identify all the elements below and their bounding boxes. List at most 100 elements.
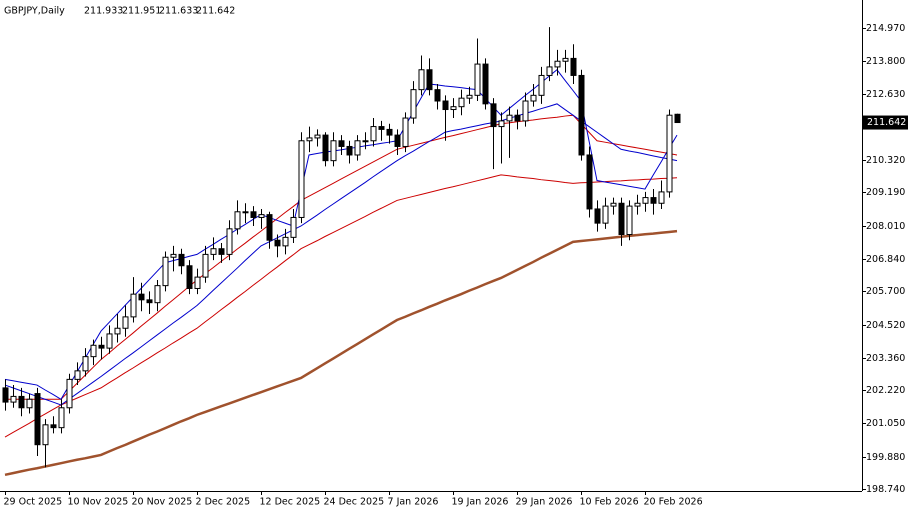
candle-body xyxy=(498,120,505,128)
candle-body xyxy=(442,100,449,111)
candle-body xyxy=(266,214,273,241)
candle-body xyxy=(466,94,473,99)
candle-body xyxy=(162,256,169,287)
candle-body xyxy=(410,89,417,119)
x-tick-label: 10 Feb 2026 xyxy=(580,497,639,508)
y-tick-label: 205.700 xyxy=(866,286,905,297)
candle-body xyxy=(362,140,369,143)
candle-body xyxy=(626,205,633,236)
candle-body xyxy=(634,202,641,207)
candle-body xyxy=(330,140,337,162)
y-tick-label: 201.050 xyxy=(866,418,905,429)
candle-body xyxy=(130,293,137,318)
candle-body xyxy=(522,100,529,122)
candle-body xyxy=(538,74,545,96)
candle-body xyxy=(218,248,225,255)
x-tick-label: 12 Dec 2025 xyxy=(260,497,321,508)
candle-body xyxy=(586,154,593,210)
candle-body xyxy=(202,253,209,278)
candle-body xyxy=(18,395,25,409)
candle-body xyxy=(194,276,201,289)
candle-body xyxy=(138,293,145,301)
candle-body xyxy=(122,316,129,329)
close-value: 211.642 xyxy=(196,6,235,17)
candle-body xyxy=(570,57,577,76)
candle-body xyxy=(578,74,585,156)
candle-body xyxy=(226,228,233,255)
moving-average xyxy=(4,229,678,477)
candle-body xyxy=(314,134,321,139)
candle-body xyxy=(258,214,265,218)
open-value: 211.933 xyxy=(84,6,123,17)
candle-body xyxy=(458,97,465,108)
candle-body xyxy=(58,407,65,429)
candle-body xyxy=(426,69,433,91)
candle-body xyxy=(186,265,193,289)
y-tick-label: 209.190 xyxy=(866,187,905,198)
x-tick-label: 19 Jan 2026 xyxy=(452,497,509,508)
x-tick-label: 2 Dec 2025 xyxy=(196,497,251,508)
candle-body xyxy=(530,94,537,102)
candle-body xyxy=(546,66,553,76)
moving-average xyxy=(4,103,678,406)
candle-body xyxy=(26,398,33,409)
x-tick-label: 20 Nov 2025 xyxy=(132,497,193,508)
y-tick-label: 214.970 xyxy=(866,23,905,34)
candle-body xyxy=(10,395,17,403)
price-tag xyxy=(863,115,908,130)
candle-body xyxy=(386,128,393,136)
candle-body xyxy=(90,344,97,358)
candle-body xyxy=(354,140,361,156)
y-tick-label: 199.880 xyxy=(866,452,905,463)
candle-body xyxy=(434,89,441,102)
candle-body xyxy=(274,239,281,247)
candle-body xyxy=(506,114,513,122)
candle-body xyxy=(34,393,41,446)
marks xyxy=(2,27,681,477)
candle-body xyxy=(554,60,561,68)
candle-body xyxy=(114,327,121,335)
candle-body xyxy=(482,63,489,105)
candle-body xyxy=(50,424,57,429)
candle-body xyxy=(74,370,81,380)
candle-body xyxy=(338,140,345,147)
candle-body xyxy=(242,211,249,214)
candle-body xyxy=(146,299,153,304)
high-value: 211.951 xyxy=(122,6,161,17)
chart-title: GBPJPY,Daily xyxy=(4,6,65,17)
y-tick-label: 203.360 xyxy=(866,353,905,364)
candle-body xyxy=(474,63,481,96)
candle-body xyxy=(234,211,241,230)
candle-body xyxy=(154,285,161,304)
candle-body xyxy=(98,344,105,349)
candle-body xyxy=(250,211,257,218)
price-tag-label: 211.642 xyxy=(867,117,906,128)
y-tick-label: 202.220 xyxy=(866,385,905,396)
candle-body xyxy=(82,356,89,372)
candle-body xyxy=(602,205,609,224)
y-tick-label: 210.320 xyxy=(866,155,905,166)
candle-body xyxy=(178,253,185,267)
x-tick-label: 7 Jan 2026 xyxy=(388,497,439,508)
low-value: 211.633 xyxy=(159,6,198,17)
x-tick-label: 29 Jan 2026 xyxy=(516,497,573,508)
header: GBPJPY,Daily 211.933 211.951 211.633 211… xyxy=(4,6,235,17)
moving-average xyxy=(5,114,678,400)
candle-body xyxy=(594,208,601,224)
candle-body xyxy=(66,378,73,409)
y-tick-label: 206.840 xyxy=(866,254,905,265)
moving-average xyxy=(4,174,678,438)
candle-body xyxy=(450,106,457,111)
candle-body xyxy=(666,114,673,193)
y-tick-label: 204.520 xyxy=(866,320,905,331)
y-tick-label: 208.010 xyxy=(866,221,905,232)
candle-body xyxy=(170,253,177,258)
candle-body xyxy=(42,424,49,446)
candle-body xyxy=(418,69,425,91)
candle-body xyxy=(322,134,329,162)
candle-body xyxy=(210,248,217,255)
candle-body xyxy=(2,387,9,403)
candle-body xyxy=(282,236,289,247)
x-tick-label: 24 Dec 2025 xyxy=(324,497,385,508)
